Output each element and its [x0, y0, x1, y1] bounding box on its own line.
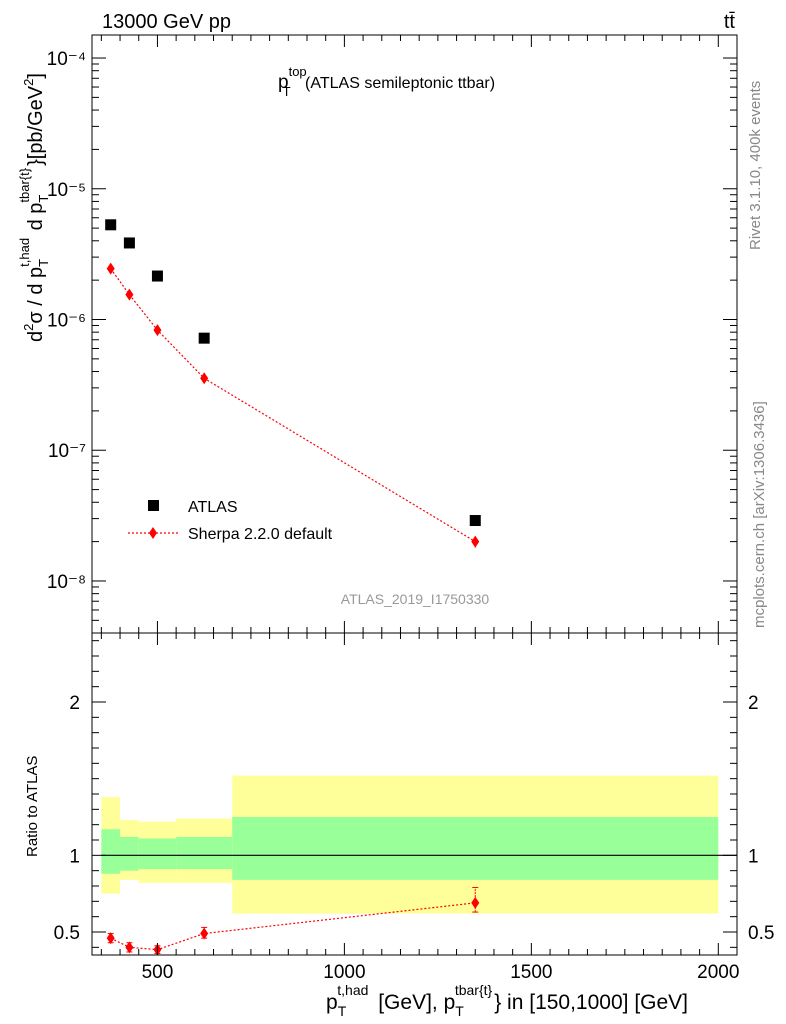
sherpa-line — [110, 268, 476, 543]
ratio-y-tick-label-right: 0.5 — [748, 923, 774, 944]
ratio-inner-band — [232, 817, 719, 880]
atlas-data-point — [151, 270, 163, 282]
ratio-sherpa-point — [106, 932, 115, 945]
legend-marker-atlas — [148, 500, 159, 511]
ratio-y-tick-label-right: 1 — [748, 846, 759, 867]
ratio-sherpa-point — [125, 941, 134, 954]
x-tick-label: 1500 — [510, 962, 552, 983]
plot-title: ptop T (ATLAS semileptonic ttbar) — [278, 64, 495, 99]
y-tick-label: 10⁻⁴ — [47, 49, 86, 70]
svg-text:d2σ / d pTt,had d pTtbar{t}}[p: d2σ / d pTt,had d pTtbar{t}}[pb/GeV2] — [17, 73, 51, 342]
ratio-inner-band — [176, 836, 233, 870]
plot-title-base: p — [278, 72, 289, 93]
rivet-label: Rivet 3.1.10, 400k events — [747, 81, 764, 250]
ratio-y-tick-label-left: 0.5 — [54, 923, 80, 944]
y-tick-label: 10⁻⁸ — [47, 572, 86, 593]
sherpa-data-point — [125, 288, 134, 301]
ratio-inner-band — [101, 829, 121, 874]
ratio-sherpa-point — [200, 927, 209, 940]
energy-label: 13000 GeV pp — [102, 11, 231, 33]
ratio-y-tick-label-left: 1 — [69, 846, 80, 867]
main-frame — [91, 34, 738, 634]
atlas-data-point — [469, 515, 481, 527]
plot-title-sup: top — [289, 64, 307, 79]
x-tick-label: 2000 — [697, 962, 739, 983]
ratio-inner-band — [120, 836, 139, 871]
y-tick-label: 10⁻⁷ — [48, 441, 86, 462]
plot-title-sub: T — [283, 84, 291, 99]
ratio-ylabel: Ratio to ATLAS — [24, 756, 41, 857]
ratio-inner-band — [138, 838, 177, 870]
sherpa-data-point — [200, 372, 209, 385]
atlas-data-point — [198, 332, 210, 344]
sherpa-data-point — [471, 535, 480, 548]
sherpa-data-point — [153, 324, 162, 337]
atlas-data-point — [123, 237, 135, 249]
ratio-y-tick-label-right: 2 — [748, 693, 759, 714]
process-label: tt̄ — [724, 11, 736, 33]
main-ylabel: d2σ / d pTt,had d pTtbar{t}}[pb/GeV2] — [17, 73, 51, 342]
ratio-y-tick-label-left: 2 — [69, 693, 80, 714]
legend-label-sherpa: Sherpa 2.2.0 default — [188, 526, 333, 543]
ratio-sherpa-point — [471, 896, 480, 909]
x-tick-label: 500 — [142, 962, 174, 983]
legend-marker-sherpa — [149, 527, 157, 539]
plot-title-rest: (ATLAS semileptonic ttbar) — [301, 75, 495, 92]
source-label: mcplots.cern.ch [arXiv:1306.3436] — [751, 401, 768, 628]
atlas-data-point — [105, 219, 117, 231]
sherpa-data-point — [106, 262, 115, 275]
x-tick-label: 1000 — [323, 962, 365, 983]
analysis-label: ATLAS_2019_I1750330 — [341, 591, 490, 607]
legend-label-atlas: ATLAS — [188, 499, 238, 516]
legend: ATLAS Sherpa 2.2.0 default — [128, 499, 333, 543]
x-axis-label: pTt,had [GeV], pTtbar{t}} in [150,1000] … — [326, 982, 688, 1019]
y-tick-label: 10⁻⁶ — [47, 310, 86, 331]
y-tick-label: 10⁻⁵ — [47, 180, 86, 201]
